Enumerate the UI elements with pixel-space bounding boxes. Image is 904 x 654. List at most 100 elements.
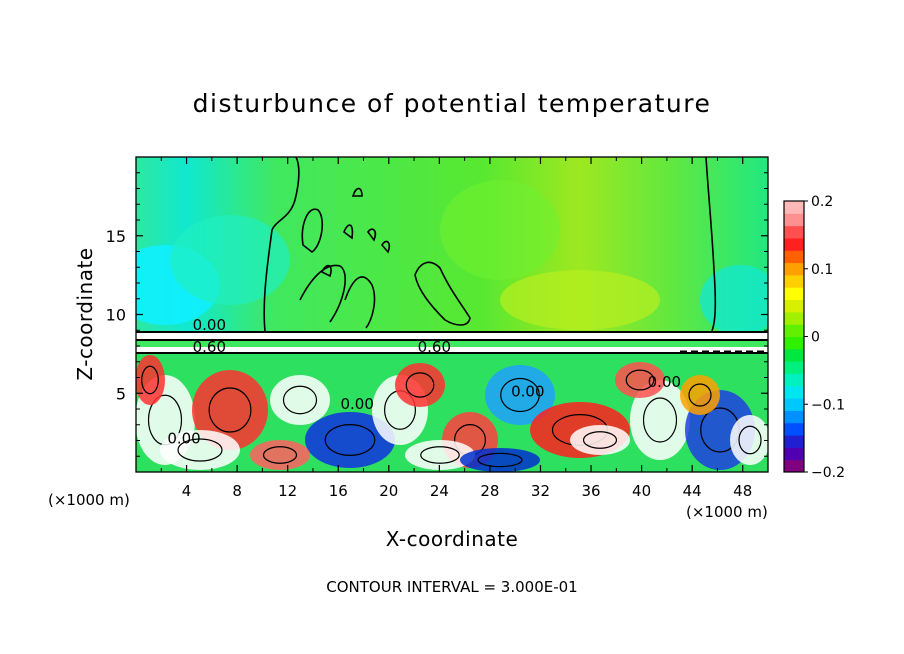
band-line [136,331,768,333]
field-contour [642,397,678,443]
colorbar-segment [784,324,804,337]
colorbar-segment [784,237,804,251]
colorbar-segment [784,262,804,276]
yellow-region [500,270,660,330]
contour-label: 0.00 [167,430,200,448]
chart-title: disturbunce of potential temperature [193,89,712,118]
field-swirl [460,448,540,472]
colorbar-segment [784,410,804,424]
x-axis: 4 8 12 16 20 24 28 32 36 40 44 48 [160,157,752,500]
x-tick-label: 36 [581,482,600,500]
contour-line [343,224,354,240]
field-contour [208,387,252,433]
plot-area [136,157,768,472]
field-contour [500,377,540,413]
colorbar-segment [784,225,804,239]
contour-label: 0.60 [193,338,226,356]
field-swirl [160,430,240,470]
colorbar-segment [784,287,804,301]
x-tick-label: 44 [683,482,702,500]
field-contour [477,452,523,468]
contour-label: 0.00 [511,382,544,400]
y-axis-label: Z-coordinate [73,247,97,380]
contour-line [320,264,332,278]
colorbar-segment [784,361,804,374]
swirl-layer [136,355,768,472]
field-swirl [680,375,720,415]
field-swirl [485,365,555,425]
contour-label: 0.00 [193,316,226,334]
contour-line [381,240,391,254]
field-swirl [270,375,330,425]
contour-interval-text: CONTOUR INTERVAL = 3.000E-01 [326,578,577,596]
colorbar-segment [784,447,804,461]
field-swirl [615,362,665,398]
colorbar-segment [784,311,804,325]
colorbar-segment [784,435,804,448]
x-tick-label: 28 [480,482,499,500]
band-green [136,341,768,347]
x-unit-label-left: (×1000 m) [48,491,130,509]
colorbar-segment [784,201,804,214]
field-swirl [192,370,268,450]
colorbar: 0.2 0.1 0 −0.1 −0.2 [783,194,845,481]
x-tick-label: 48 [733,482,752,500]
field-contour [420,446,460,464]
colorbar-segment [784,250,804,264]
cyan-region [700,265,768,335]
field-contour [688,383,712,407]
field-contour [177,438,223,462]
contour-label: 0.00 [340,395,373,413]
colorbar-segment [784,336,804,350]
colorbar-segment [784,422,804,436]
colorbar-segment [784,398,804,411]
field-swirl [136,355,165,405]
field-contour [582,431,618,449]
field-contour [738,425,762,455]
y-axis: 5 10 15 [106,172,768,457]
contour-line [705,157,717,332]
band-line [136,352,768,354]
x-tick-label: 12 [278,482,297,500]
field-swirl [570,425,630,455]
colorbar-tick-label: 0.2 [811,194,833,210]
contour-label: 0.60 [418,338,451,356]
green-region [440,180,560,280]
colorbar-segment [784,459,804,473]
contour-line [351,187,363,197]
y-tick-label: 5 [116,384,126,403]
colorbar-tick-label: 0.1 [811,262,833,278]
x-tick-label: 20 [379,482,398,500]
colorbar-segment [784,213,804,227]
contour-line [299,264,346,323]
contour-line [301,208,324,253]
x-unit-label-right: (×1000 m) [686,503,768,521]
field-contour [625,369,655,391]
contour-line [344,276,376,329]
colorbar-tick-label: 0 [811,330,820,346]
x-tick-label: 4 [182,482,192,500]
contour-lines [263,157,717,332]
contour-line [367,228,377,242]
colorbar-segment [784,274,804,288]
field-contour [405,372,435,398]
colorbar-tick-label: −0.1 [811,397,845,413]
y-tick-label: 15 [106,227,126,246]
cyan-region [170,215,290,305]
colorbar-segment [784,299,804,313]
x-tick-label: 32 [531,482,550,500]
colorbar-segment [784,385,804,399]
field-swirl [250,440,310,470]
field-contour [324,424,376,457]
field-swirl [730,415,768,465]
colorbar-segment [784,373,804,387]
x-axis-label: X-coordinate [386,527,519,551]
field-contour [141,365,159,395]
band-white [136,347,768,352]
contour-line [414,261,471,326]
field-swirl [395,363,445,407]
x-tick-label: 16 [329,482,348,500]
contour-line [263,157,300,332]
band-line [136,339,768,341]
band-white [136,333,768,339]
